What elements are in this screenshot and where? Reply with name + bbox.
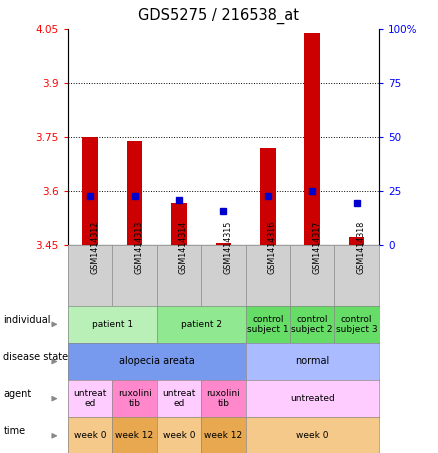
Bar	[349, 237, 364, 245]
Text: disease state: disease state	[4, 352, 68, 362]
Text: GSM1414314: GSM1414314	[179, 221, 188, 275]
Text: GSM1414313: GSM1414313	[134, 221, 144, 275]
Bar	[215, 243, 231, 245]
Text: patient 2: patient 2	[180, 320, 222, 329]
Text: alopecia areata: alopecia areata	[119, 357, 194, 366]
Bar	[260, 148, 276, 245]
Text: normal: normal	[295, 357, 329, 366]
Text: untreat
ed: untreat ed	[162, 389, 196, 408]
Bar	[304, 33, 320, 245]
Text: time: time	[4, 426, 25, 436]
Text: GSM1414316: GSM1414316	[268, 221, 277, 275]
Text: GDS5275 / 216538_at: GDS5275 / 216538_at	[138, 8, 300, 24]
Text: ruxolini
tib: ruxolini tib	[206, 389, 240, 408]
Text: untreat
ed: untreat ed	[74, 389, 107, 408]
Bar	[82, 137, 98, 245]
Text: untreated: untreated	[290, 394, 335, 403]
Text: week 0: week 0	[74, 431, 106, 440]
Text: ruxolini
tib: ruxolini tib	[118, 389, 152, 408]
Bar	[127, 140, 142, 245]
Text: patient 1: patient 1	[92, 320, 133, 329]
Text: GSM1414315: GSM1414315	[223, 221, 233, 275]
Text: GSM1414317: GSM1414317	[312, 221, 321, 275]
Text: control
subject 1: control subject 1	[247, 315, 289, 334]
Text: agent: agent	[4, 389, 32, 399]
Text: control
subject 2: control subject 2	[291, 315, 333, 334]
Text: week 0: week 0	[296, 431, 328, 440]
Text: individual: individual	[4, 315, 51, 325]
Text: control
subject 3: control subject 3	[336, 315, 378, 334]
Text: week 12: week 12	[116, 431, 154, 440]
Bar	[171, 203, 187, 245]
Text: week 0: week 0	[162, 431, 195, 440]
Text: GSM1414312: GSM1414312	[90, 221, 99, 275]
Text: GSM1414318: GSM1414318	[357, 221, 366, 275]
Text: week 12: week 12	[204, 431, 243, 440]
